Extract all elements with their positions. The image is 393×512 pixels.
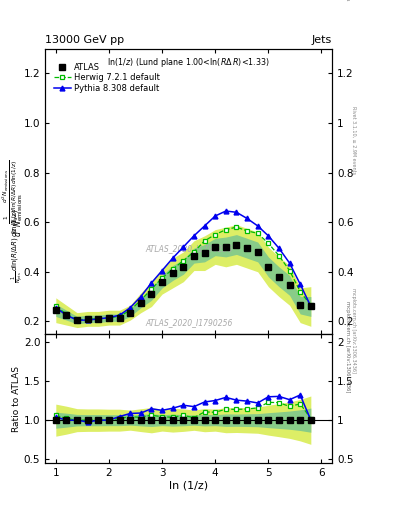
- Line: Herwig 7.2.1 default: Herwig 7.2.1 default: [53, 225, 313, 323]
- Pythia 8.308 default: [117, 312, 122, 318]
- Herwig 7.2.1 default: [181, 258, 185, 264]
- Pythia 8.308 default: [53, 305, 58, 311]
- Herwig 7.2.1 default: [75, 317, 79, 323]
- Herwig 7.2.1 default: [138, 297, 143, 304]
- ATLAS: [128, 310, 132, 316]
- Herwig 7.2.1 default: [85, 316, 90, 322]
- ATLAS: [277, 273, 281, 280]
- Herwig 7.2.1 default: [213, 231, 218, 238]
- ATLAS: [224, 244, 228, 250]
- Pythia 8.308 default: [202, 223, 207, 229]
- Herwig 7.2.1 default: [255, 230, 260, 237]
- Pythia 8.308 default: [75, 317, 79, 323]
- Legend: ATLAS, Herwig 7.2.1 default, Pythia 8.308 default: ATLAS, Herwig 7.2.1 default, Pythia 8.30…: [52, 61, 162, 94]
- Y-axis label: $\frac{1}{N_\mathrm{jets}}\!\frac{d^2N_\mathrm{emissions}}{d\ln(R/\Delta R)\,d\l: $\frac{1}{N_\mathrm{jets}}\!\frac{d^2N_\…: [0, 159, 21, 224]
- Pythia 8.308 default: [192, 233, 196, 239]
- Pythia 8.308 default: [224, 208, 228, 214]
- ATLAS: [149, 291, 154, 297]
- Herwig 7.2.1 default: [107, 314, 111, 321]
- Pythia 8.308 default: [234, 209, 239, 216]
- Pythia 8.308 default: [149, 280, 154, 286]
- Pythia 8.308 default: [309, 304, 313, 310]
- Pythia 8.308 default: [160, 267, 164, 273]
- Pythia 8.308 default: [298, 281, 303, 287]
- ATLAS: [287, 282, 292, 288]
- Herwig 7.2.1 default: [309, 302, 313, 308]
- ATLAS: [138, 300, 143, 306]
- Text: $d^2\,N_\mathrm{emissions}$: $d^2\,N_\mathrm{emissions}$: [11, 193, 25, 237]
- Y-axis label: Ratio to ATLAS: Ratio to ATLAS: [12, 366, 21, 432]
- Herwig 7.2.1 default: [245, 228, 250, 234]
- Herwig 7.2.1 default: [128, 307, 132, 313]
- ATLAS: [234, 242, 239, 248]
- ATLAS: [107, 314, 111, 321]
- Pythia 8.308 default: [213, 213, 218, 219]
- Herwig 7.2.1 default: [160, 275, 164, 281]
- Pythia 8.308 default: [245, 216, 250, 222]
- Herwig 7.2.1 default: [298, 289, 303, 295]
- Herwig 7.2.1 default: [287, 267, 292, 273]
- Herwig 7.2.1 default: [277, 252, 281, 259]
- ATLAS: [213, 244, 218, 250]
- Pythia 8.308 default: [85, 317, 90, 323]
- ATLAS: [117, 314, 122, 321]
- ATLAS: [298, 302, 303, 308]
- Text: mcplots.cern.ch [arXiv:1306.3436]: mcplots.cern.ch [arXiv:1306.3436]: [345, 302, 350, 393]
- Pythia 8.308 default: [138, 293, 143, 300]
- ATLAS: [53, 307, 58, 313]
- Line: ATLAS: ATLAS: [53, 241, 314, 323]
- Text: Jets: Jets: [312, 35, 332, 45]
- ATLAS: [160, 279, 164, 285]
- ATLAS: [181, 264, 185, 270]
- ATLAS: [170, 270, 175, 276]
- Herwig 7.2.1 default: [96, 316, 101, 322]
- Text: ATLAS_2020_I1790256: ATLAS_2020_I1790256: [145, 318, 232, 327]
- ATLAS: [202, 250, 207, 256]
- Herwig 7.2.1 default: [117, 313, 122, 319]
- Herwig 7.2.1 default: [224, 226, 228, 232]
- Pythia 8.308 default: [181, 244, 185, 250]
- Herwig 7.2.1 default: [234, 224, 239, 230]
- Herwig 7.2.1 default: [192, 249, 196, 255]
- Pythia 8.308 default: [266, 233, 271, 239]
- ATLAS: [255, 249, 260, 255]
- Line: Pythia 8.308 default: Pythia 8.308 default: [53, 208, 313, 323]
- Pythia 8.308 default: [255, 223, 260, 229]
- ATLAS: [85, 316, 90, 322]
- Text: Rivet 3.1.10, ≥ 2.9M events: Rivet 3.1.10, ≥ 2.9M events: [351, 106, 356, 174]
- ATLAS: [96, 316, 101, 322]
- Herwig 7.2.1 default: [53, 304, 58, 310]
- Text: ATLAS_2020_I1790256: ATLAS_2020_I1790256: [145, 244, 232, 253]
- Herwig 7.2.1 default: [202, 238, 207, 244]
- Pythia 8.308 default: [128, 305, 132, 311]
- Herwig 7.2.1 default: [170, 266, 175, 272]
- Pythia 8.308 default: [277, 245, 281, 251]
- Text: $\frac{1}{N_\mathrm{jets}}\,d\ln(R/\Delta R)\,d\ln(1/z)$: $\frac{1}{N_\mathrm{jets}}\,d\ln(R/\Delt…: [9, 208, 26, 283]
- Pythia 8.308 default: [64, 312, 69, 318]
- Pythia 8.308 default: [96, 316, 101, 322]
- ATLAS: [192, 252, 196, 259]
- Herwig 7.2.1 default: [149, 286, 154, 292]
- Pythia 8.308 default: [287, 260, 292, 266]
- Pythia 8.308 default: [170, 255, 175, 261]
- Text: 13000 GeV pp: 13000 GeV pp: [45, 35, 124, 45]
- Herwig 7.2.1 default: [266, 240, 271, 246]
- ATLAS: [75, 317, 79, 323]
- Pythia 8.308 default: [107, 314, 111, 321]
- Text: $\ln(1/z)$ (Lund plane 1.00<$\ln(R\Delta\,R)$<1.33): $\ln(1/z)$ (Lund plane 1.00<$\ln(R\Delta…: [107, 56, 270, 69]
- ATLAS: [266, 264, 271, 270]
- Text: mcplots.cern.ch [arXiv:1306.3436]: mcplots.cern.ch [arXiv:1306.3436]: [351, 288, 356, 373]
- Herwig 7.2.1 default: [64, 311, 69, 317]
- ATLAS: [245, 245, 250, 251]
- ATLAS: [309, 304, 313, 310]
- ATLAS: [64, 312, 69, 318]
- X-axis label: ln (1/z): ln (1/z): [169, 481, 208, 491]
